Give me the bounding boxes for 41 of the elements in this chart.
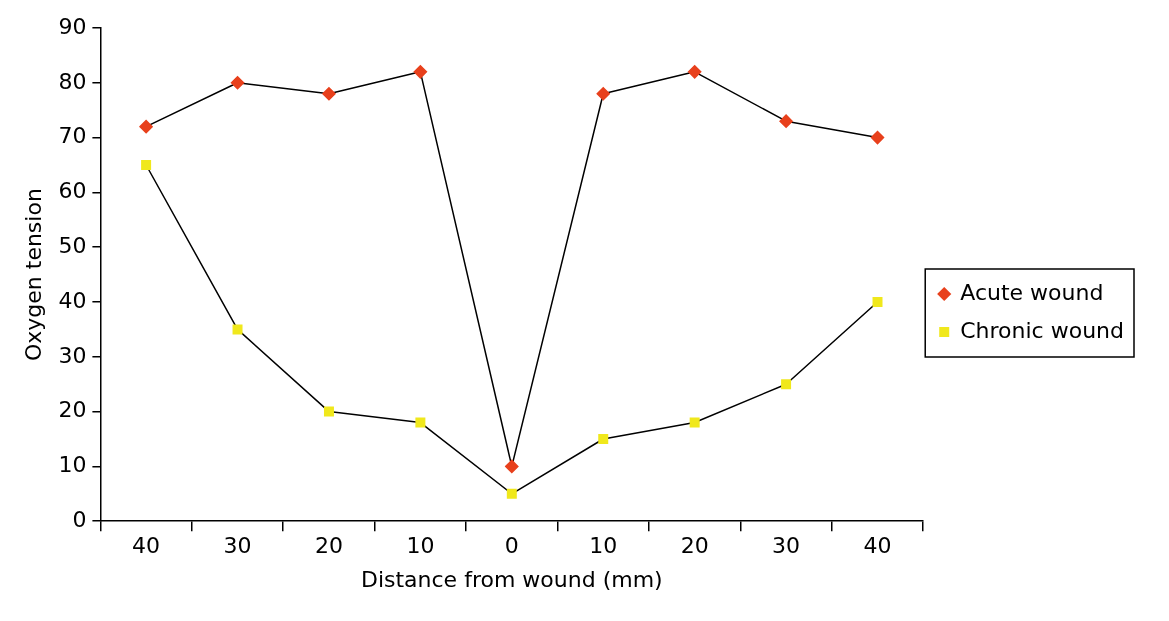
y-tick-label: 70 [58, 123, 87, 149]
x-tick-label: 40 [132, 533, 161, 559]
point [413, 65, 428, 79]
point [232, 324, 243, 335]
point [781, 379, 792, 390]
point [598, 434, 609, 444]
y-tick-label: 30 [58, 342, 87, 368]
x-tick-label: 30 [772, 533, 801, 559]
point [139, 119, 153, 134]
y-tick-label: 60 [58, 178, 87, 204]
legend-label: Chronic wound [960, 317, 1125, 343]
point [506, 488, 517, 499]
y-tick-label: 50 [58, 232, 87, 258]
point [872, 297, 883, 307]
point [779, 114, 793, 128]
y-tick-label: 20 [58, 397, 87, 423]
x-tick-label: 0 [504, 533, 519, 559]
x-tick-label: 20 [680, 533, 709, 559]
point [415, 417, 426, 428]
point [687, 65, 702, 79]
y-tick-label: 40 [58, 287, 87, 313]
y-tick-label: 0 [72, 506, 87, 532]
x-tick-label: 40 [863, 533, 892, 559]
point [870, 130, 885, 145]
x-tick-label: 30 [223, 533, 252, 559]
legend-label: Acute wound [960, 279, 1104, 305]
point [689, 417, 700, 428]
point [323, 406, 334, 417]
y-tick-label: 10 [58, 452, 87, 478]
point [505, 459, 519, 474]
x-tick-label: 20 [314, 533, 343, 559]
x-tick-label: 10 [589, 533, 618, 559]
y-tick-label: 90 [58, 13, 87, 39]
point [322, 87, 336, 101]
y-tick-label: 80 [58, 68, 87, 94]
point [230, 76, 245, 90]
y-axis-title: Oxygen tension [20, 188, 46, 362]
x-axis-title: Distance from wound (mm) [360, 566, 663, 592]
point [596, 87, 610, 101]
x-tick-label: 10 [406, 533, 435, 559]
point [141, 160, 152, 170]
